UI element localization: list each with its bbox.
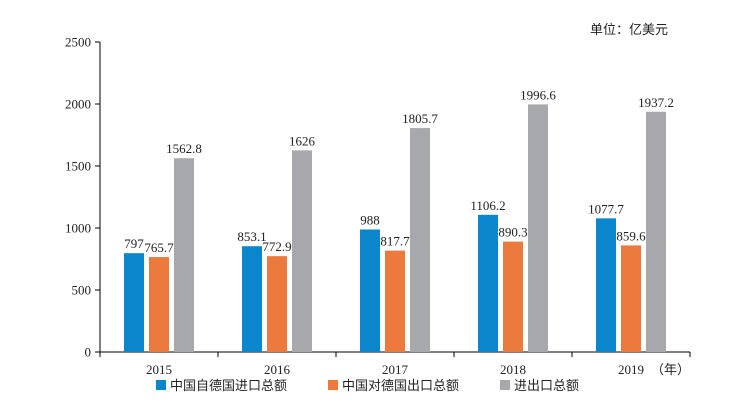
- data-label: 772.9: [262, 239, 291, 254]
- legend-swatch: [328, 380, 338, 390]
- x-tick-label: 2019: [618, 362, 644, 377]
- bar: [267, 256, 287, 352]
- bar: [621, 245, 641, 352]
- bar: [360, 229, 380, 352]
- x-tick-label: 2017: [382, 362, 409, 377]
- data-label: 1805.7: [402, 111, 438, 126]
- data-label: 1996.6: [520, 87, 556, 102]
- y-tick-label: 500: [72, 283, 92, 298]
- bar: [503, 241, 523, 352]
- bar: [174, 158, 194, 352]
- data-label: 988: [360, 212, 380, 227]
- bars: [124, 104, 666, 352]
- legend-label: 中国自德国进口总额: [170, 379, 287, 394]
- bar: [528, 104, 548, 352]
- x-axis-suffix: （年）: [651, 363, 690, 378]
- y-tick-label: 1500: [65, 159, 91, 174]
- bar: [646, 111, 666, 352]
- data-label: 1937.2: [638, 95, 674, 110]
- data-label: 817.7: [380, 234, 410, 249]
- data-label: 1077.7: [588, 201, 624, 216]
- legend: 中国自德国进口总额 中国对德国出口总额 进出口总额: [156, 379, 579, 394]
- legend-swatch: [500, 380, 510, 390]
- data-label: 1626: [289, 133, 316, 148]
- legend-label: 中国对德国出口总额: [342, 379, 459, 394]
- y-tick-label: 1000: [65, 221, 91, 236]
- bar: [292, 150, 312, 352]
- data-label: 797: [124, 236, 144, 251]
- bar: [149, 257, 169, 352]
- data-label: 1562.8: [166, 141, 202, 156]
- x-tick-label: 2018: [500, 362, 526, 377]
- bar: [385, 250, 405, 352]
- y-tick-label: 2000: [65, 97, 91, 112]
- x-tick-label: 2015: [146, 362, 172, 377]
- y-tick-label: 2500: [65, 35, 91, 50]
- y-tick-label: 0: [85, 345, 92, 360]
- x-tick-label: 2016: [264, 362, 291, 377]
- y-axis: 0 500 1000 1500 2000 2500: [65, 35, 101, 360]
- bar: [124, 253, 144, 352]
- bar: [596, 218, 616, 352]
- data-label: 765.7: [144, 240, 174, 255]
- data-label: 890.3: [498, 225, 527, 240]
- legend-label: 进出口总额: [514, 379, 579, 394]
- legend-swatch: [156, 380, 166, 390]
- bar: [478, 214, 498, 352]
- data-label: 859.6: [616, 228, 646, 243]
- x-axis: 2015 2016 2017 2018 2019 （年）: [99, 351, 691, 378]
- bar: [242, 246, 262, 352]
- bar: [410, 128, 430, 352]
- unit-label: 单位：亿美元: [590, 23, 668, 38]
- data-label: 1106.2: [470, 198, 505, 213]
- data-label: 853.1: [237, 229, 266, 244]
